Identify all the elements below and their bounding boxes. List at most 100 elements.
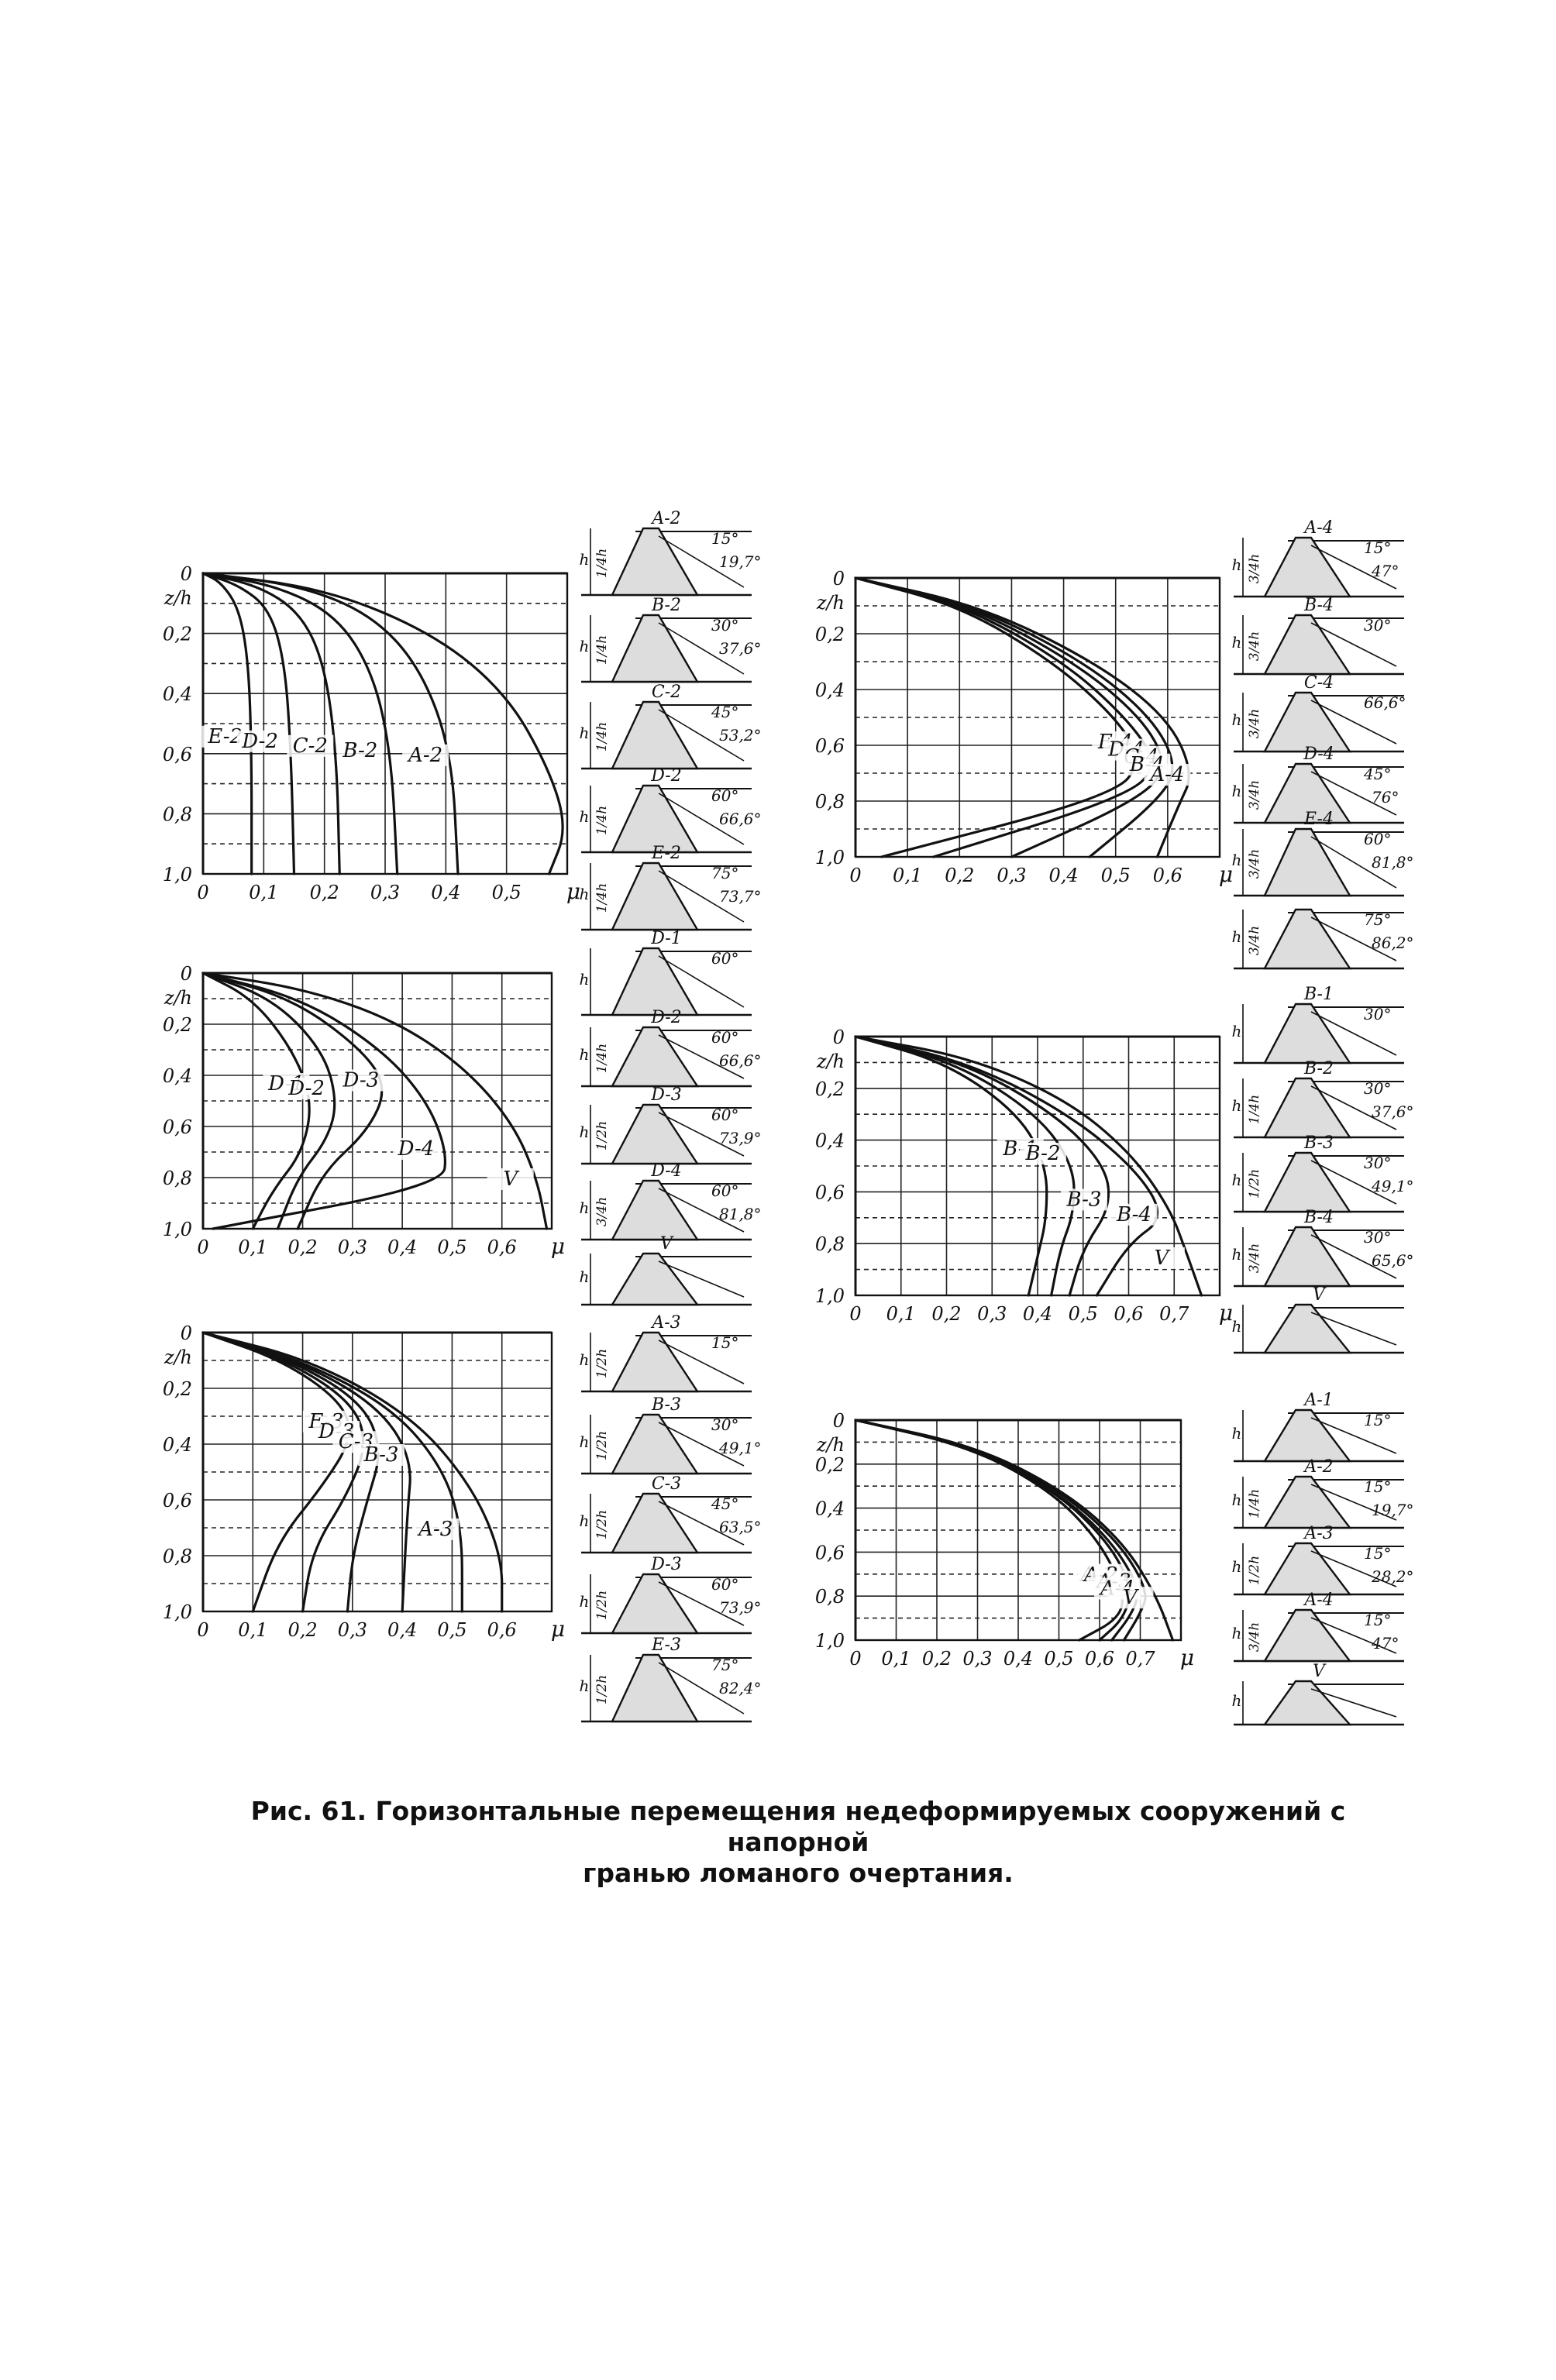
sketch-title: A-3: [1303, 1524, 1333, 1543]
series-line-E-2: [201, 572, 253, 875]
sketch-angle-label: 49,1°: [1371, 1177, 1414, 1195]
face-line: [658, 1581, 745, 1626]
x-tick-label: 0,6: [1085, 1648, 1114, 1670]
y-tick-label: 0,4: [815, 679, 845, 701]
y-tick-label: 0,8: [815, 1586, 845, 1608]
chart-bottom-left: 00,10,20,30,40,50,6μ00,20,40,60,81,0z/hE…: [163, 1322, 565, 1642]
face-line: [658, 1112, 745, 1157]
sketch-fraction-label: 3/4h: [1247, 780, 1262, 810]
series-line-V: [201, 972, 549, 1230]
sketch-angle-label: 37,6°: [719, 639, 762, 658]
face-line: [1310, 1417, 1397, 1454]
sketch-height-label: h: [1232, 1245, 1242, 1264]
sketch-angle-label: 60°: [711, 1106, 738, 1124]
y-tick-label: 0,2: [163, 624, 192, 645]
sketch-height-label: h: [1232, 1557, 1242, 1576]
structure-sketch-sk-D-2b: D-2 h 1/4h 60° 66,6°: [580, 1008, 762, 1088]
structure-sketch-sk-B-4b: B-4 h 3/4h 30° 65,6°: [1232, 1208, 1414, 1288]
sketch-title: B-2: [1303, 1059, 1334, 1078]
series-label-bg: [358, 1444, 404, 1466]
sketch-title: V: [1313, 1285, 1327, 1305]
structure-sketch-sk-A-2: A-2 h 1/4h 15° 19,7°: [580, 509, 762, 597]
dam-section: [611, 947, 700, 1016]
sketch-height-label: h: [580, 724, 590, 742]
x-tick-label: 0,4: [431, 882, 460, 903]
x-tick-label: 0,5: [1069, 1303, 1098, 1325]
y-tick-label: 1,0: [163, 1601, 192, 1623]
dam-section: [1262, 1680, 1352, 1726]
sketch-angle-label: 73,7°: [719, 887, 762, 906]
y-tick-label: 0,2: [163, 1014, 192, 1036]
series-label-bg: [236, 730, 284, 752]
series-label: B-3: [363, 1443, 399, 1467]
y-tick-label: 0,4: [815, 1498, 845, 1520]
face-line: [658, 1340, 745, 1384]
sketch-angle-label: 30°: [1364, 1228, 1391, 1247]
structure-sketch-sk-E-2: E-2 h 1/4h 75° 73,7°: [580, 844, 762, 931]
sketch-title: A-2: [650, 509, 680, 528]
sketch-angle-label: 30°: [711, 1415, 738, 1434]
dam-section: [1263, 1226, 1352, 1288]
face-line: [1310, 545, 1397, 590]
series-label: B-4: [1116, 1203, 1152, 1226]
dam-section: [1263, 614, 1352, 676]
plot-frame: [854, 1035, 1221, 1297]
sketch-fraction-label: 1/2h: [594, 1675, 610, 1704]
dam-section: [611, 700, 700, 770]
caption-line-2: гранью ломаного очертания.: [583, 1858, 1014, 1888]
sketch-angle-label: 75°: [1364, 910, 1391, 929]
dam-section: [1263, 1151, 1352, 1213]
sketch-angle-label: 75°: [711, 864, 738, 882]
y-tick-label: 0: [833, 568, 845, 590]
x-tick-label: 0,3: [338, 1236, 367, 1258]
x-tick-label: 0,6: [1153, 865, 1182, 886]
sketch-height-label: h: [1232, 1624, 1242, 1642]
x-tick-label: 0,4: [1023, 1303, 1052, 1325]
series-line-A-1: [854, 1419, 1124, 1642]
series-label-bg: [402, 744, 449, 766]
structure-sketch-sk-D-3: D-3 h 1/2h 60° 73,9°: [580, 1085, 762, 1165]
dam-section: [611, 527, 700, 597]
sketch-title: E-4: [1303, 810, 1334, 829]
series-label-bg: [1144, 764, 1191, 786]
y-tick-label: 0,4: [163, 1065, 192, 1087]
x-axis-label: μ: [551, 1233, 565, 1259]
structure-sketch-sk-A-3b: A-3 h 1/2h 15° 28,2°: [1232, 1524, 1414, 1596]
series-label: V: [1123, 1586, 1139, 1609]
series-label-bg: [487, 1168, 534, 1190]
face-line: [1310, 1160, 1397, 1205]
sketch-fraction-label: 1/4h: [594, 806, 610, 835]
y-axis-label: z/h: [164, 987, 192, 1009]
plot-frame: [854, 1419, 1182, 1642]
sketch-fraction-label: 1/2h: [1247, 1169, 1262, 1199]
sketch-angle-label: 66,6°: [1364, 693, 1406, 712]
structure-sketch-sk-B-3b: B-3 h 1/2h 30° 49,1°: [1232, 1133, 1414, 1213]
x-tick-label: 0,3: [977, 1303, 1007, 1325]
y-axis-label: z/h: [164, 587, 192, 609]
face-line: [658, 1261, 745, 1298]
sketch-angle-label: 66,6°: [719, 1051, 762, 1070]
sketch-angle-label: 19,7°: [719, 552, 762, 571]
sketch-angle-label: 28,2°: [1371, 1567, 1414, 1586]
dam-section: [1263, 1003, 1352, 1064]
sketch-angle-label: 81,8°: [1372, 853, 1414, 872]
sketch-height-label: h: [1232, 1491, 1242, 1509]
face-line: [1310, 917, 1397, 961]
structure-sketch-sk-C-2: C-2 h 1/4h 45° 53,2°: [580, 683, 762, 770]
structure-sketch-sk-A-4b: A-4 h 3/4h 15° 47°: [1232, 1591, 1404, 1663]
plot-frame: [201, 972, 553, 1230]
series-label: D-2: [287, 1077, 325, 1100]
plot-frame: [854, 576, 1221, 858]
sketch-fraction-label: 3/4h: [1247, 849, 1262, 879]
sketch-fraction-label: 1/2h: [594, 1431, 610, 1460]
caption-line-1: Рис. 61. Горизонтальные перемещения неде…: [250, 1796, 1346, 1857]
dam-section: [611, 1653, 700, 1723]
x-tick-label: 0,5: [1101, 865, 1131, 886]
sketch-angle-label: 15°: [1364, 1611, 1391, 1629]
face-line: [1310, 771, 1397, 816]
sketch-title: D-4: [650, 1161, 681, 1181]
sketch-angle-label: 82,4°: [719, 1679, 762, 1697]
face-line: [658, 1662, 745, 1714]
sketch-height-label: h: [580, 1350, 590, 1369]
sketch-fraction-label: 1/4h: [594, 549, 610, 578]
